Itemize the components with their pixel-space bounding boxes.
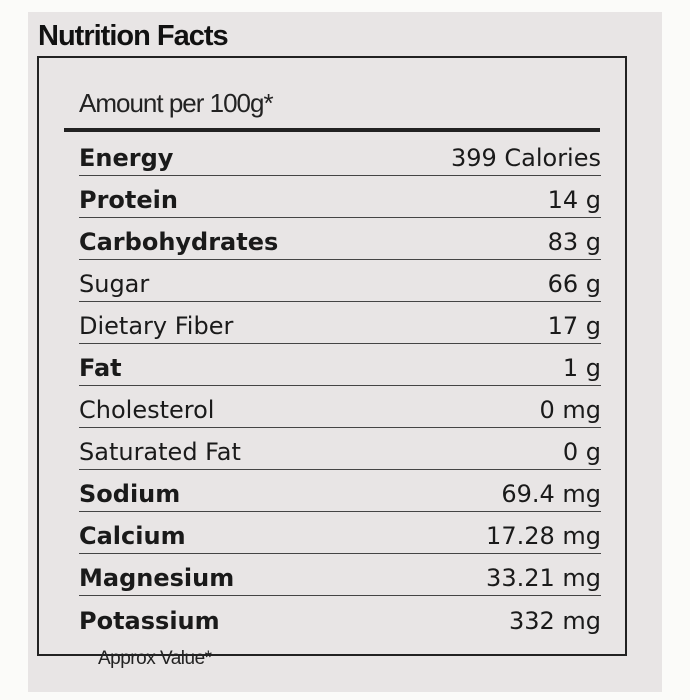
title: Nutrition Facts [38,20,229,52]
nutrient-name: Sugar [79,270,150,298]
nutrient-row: Protein 14 g [79,176,601,218]
serving: Amount per 100g* [79,88,274,118]
nutrient-value: 399 Calories [450,144,601,172]
nutrient-value: 17 g [547,312,601,340]
nutrient-row: Sodium 69.4 mg [79,470,601,512]
nutrient-value: 0 g [562,438,601,466]
nutrient-value: 69.4 mg [501,480,601,508]
nutrient-name: Potassium [79,607,220,635]
nutrient-row: Carbohydrates 83 g [79,218,601,260]
nutrient-row: Sugar 66 g [79,260,601,302]
nutrient-name: Magnesium [79,564,235,592]
nutrient-row: Magnesium 33.21 mg [79,554,601,596]
nutrient-row: Cholesterol 0 mg [79,386,601,428]
nutrient-value: 83 g [547,228,601,256]
nutrient-value: 0 mg [539,396,601,424]
nutrient-name: Carbohydrates [79,228,279,256]
nutrient-row: Dietary Fiber 17 g [79,302,601,344]
facts-box: Amount per 100g* Energy 399 Calories Prote… [37,56,627,656]
nutrient-name: Fat [79,354,122,382]
nutrient-value: 66 g [547,270,601,298]
nutrient-value: 332 mg [508,607,601,635]
nutrient-row: Energy 399 Calories [79,134,601,176]
nutrient-row: Saturated Fat 0 g [79,428,601,470]
nutrient-value: 33.21 mg [486,564,601,592]
nutrient-name: Cholesterol [79,396,215,424]
nutrient-name: Saturated Fat [79,438,241,466]
nutrition-label: Nutrition Facts Amount per 100g* Energy 3… [28,12,662,692]
nutrient-row: Potassium 332 mg [79,596,601,638]
nutrient-name: Protein [79,186,178,214]
nutrient-value: 1 g [562,354,601,382]
nutrient-row: Calcium 17.28 mg [79,512,601,554]
nutrient-name: Sodium [79,480,181,508]
nutrient-name: Energy [79,144,174,172]
nutrient-value: 17.28 mg [486,522,601,550]
nutrient-row: Fat 1 g [79,344,601,386]
nutrient-name: Dietary Fiber [79,312,234,340]
divider [64,128,600,132]
nutrient-name: Calcium [79,522,186,550]
nutrient-value: 14 g [547,186,601,214]
footnote: Approx Value* [98,648,212,669]
